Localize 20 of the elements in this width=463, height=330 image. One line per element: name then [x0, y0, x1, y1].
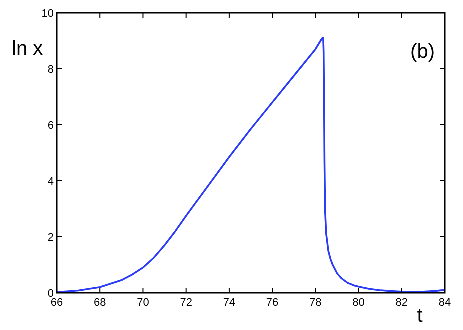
x-tick-label: 68 [94, 297, 106, 309]
y-tick-label: 0 [48, 288, 54, 300]
x-tick-label: 66 [50, 297, 64, 309]
x-tick-label: 78 [310, 297, 322, 309]
y-tick-label: 2 [48, 232, 54, 244]
x-tick-label: 70 [137, 297, 150, 309]
line-series [56, 37, 446, 294]
y-tick-label: 6 [48, 120, 54, 132]
y-tick-label: 4 [48, 176, 54, 188]
x-axis-title: t [417, 305, 424, 327]
annotation: (b) [410, 41, 435, 63]
x-tick-label: 82 [396, 297, 408, 309]
y-tick-label: 8 [48, 64, 54, 76]
y-axis-title: ln x [12, 38, 44, 60]
x-tick-label: 76 [266, 297, 279, 309]
x-tick-label: 84 [438, 297, 452, 309]
x-tick-label: 80 [352, 297, 365, 309]
y-tick-label: 10 [42, 8, 54, 20]
x-tick-label: 72 [180, 297, 192, 309]
x-tick-label: 74 [223, 297, 236, 309]
